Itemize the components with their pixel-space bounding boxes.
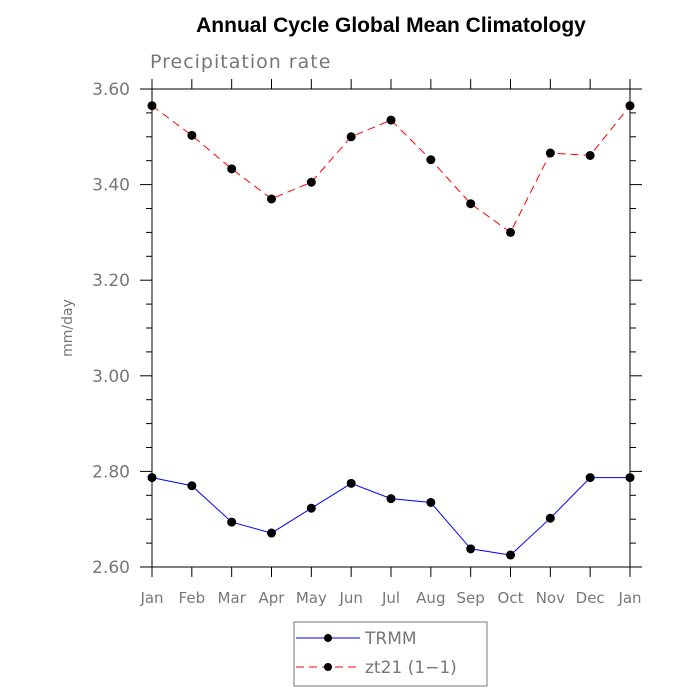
series-1-point <box>545 148 555 158</box>
x-tick-labels: Jan Feb Mar Apr May Jun Jul Aug Sep Oct Nov Dec Jan <box>139 589 641 607</box>
x-tick-label: Nov <box>536 589 565 607</box>
series-1-point <box>187 130 197 140</box>
series-0-point <box>306 503 316 513</box>
y-axis-label: mm/day <box>60 299 76 357</box>
series-0-point <box>267 528 276 538</box>
axis-ticks <box>140 79 642 577</box>
series-1-point <box>506 227 515 237</box>
y-tick-label: 3.40 <box>92 176 130 196</box>
x-tick-label: Jan <box>139 589 163 607</box>
series-line-0 <box>151 477 630 556</box>
series-1-point <box>466 199 476 209</box>
series-1-point <box>227 164 237 174</box>
x-tick-label: Jul <box>381 589 400 607</box>
x-tick-label: Mar <box>218 589 247 607</box>
series-1-point <box>346 132 356 142</box>
y-tick-label: 3.20 <box>92 271 130 291</box>
series-1-point <box>426 155 436 165</box>
x-tick-label: Jun <box>338 589 362 607</box>
series-0-point <box>625 473 635 483</box>
y-tick-label: 3.60 <box>92 80 130 100</box>
chart-title: Annual Cycle Global Mean Climatology <box>196 14 586 37</box>
series-1-point <box>625 101 635 111</box>
series-0-point <box>386 494 396 504</box>
y-tick-label: 2.60 <box>92 558 130 578</box>
series-1-point <box>585 150 595 160</box>
series-1-point <box>267 194 276 204</box>
legend-label-zt21: zt21 (1−1) <box>365 658 457 678</box>
series-0-point <box>466 544 476 554</box>
series-0-point <box>147 473 157 483</box>
series-0-point <box>227 517 237 527</box>
legend-marker-trmm <box>324 634 332 642</box>
legend-marker-zt21 <box>324 663 332 671</box>
x-tick-label: May <box>296 589 327 607</box>
y-tick-label: 2.80 <box>92 462 130 482</box>
series-0-point <box>187 481 197 491</box>
y-tick-labels: 2.60 2.80 3.00 3.20 3.40 3.60 <box>92 80 130 578</box>
series-line-1 <box>151 105 631 234</box>
x-tick-label: Sep <box>457 589 485 607</box>
x-tick-label: Aug <box>416 589 445 607</box>
legend-label-trmm: TRMM <box>364 629 417 649</box>
x-tick-label: Jan <box>617 589 641 607</box>
legend: TRMM zt21 (1−1) <box>293 621 488 687</box>
y-tick-label: 3.00 <box>92 367 130 387</box>
series-0-point <box>346 478 356 488</box>
series-0-point <box>506 550 515 560</box>
x-tick-label: Oct <box>498 589 524 607</box>
series-layer <box>147 101 635 560</box>
series-1-point <box>386 115 396 125</box>
series-1-point <box>147 101 157 111</box>
x-tick-label: Feb <box>179 589 206 607</box>
x-tick-label: Dec <box>576 589 605 607</box>
series-0-point <box>426 497 436 507</box>
x-tick-label: Apr <box>259 589 286 607</box>
legend-box <box>293 621 488 687</box>
series-0-point <box>585 473 595 483</box>
series-1-point <box>306 177 316 187</box>
chart-subtitle: Precipitation rate <box>150 51 331 73</box>
series-0-point <box>545 513 555 523</box>
